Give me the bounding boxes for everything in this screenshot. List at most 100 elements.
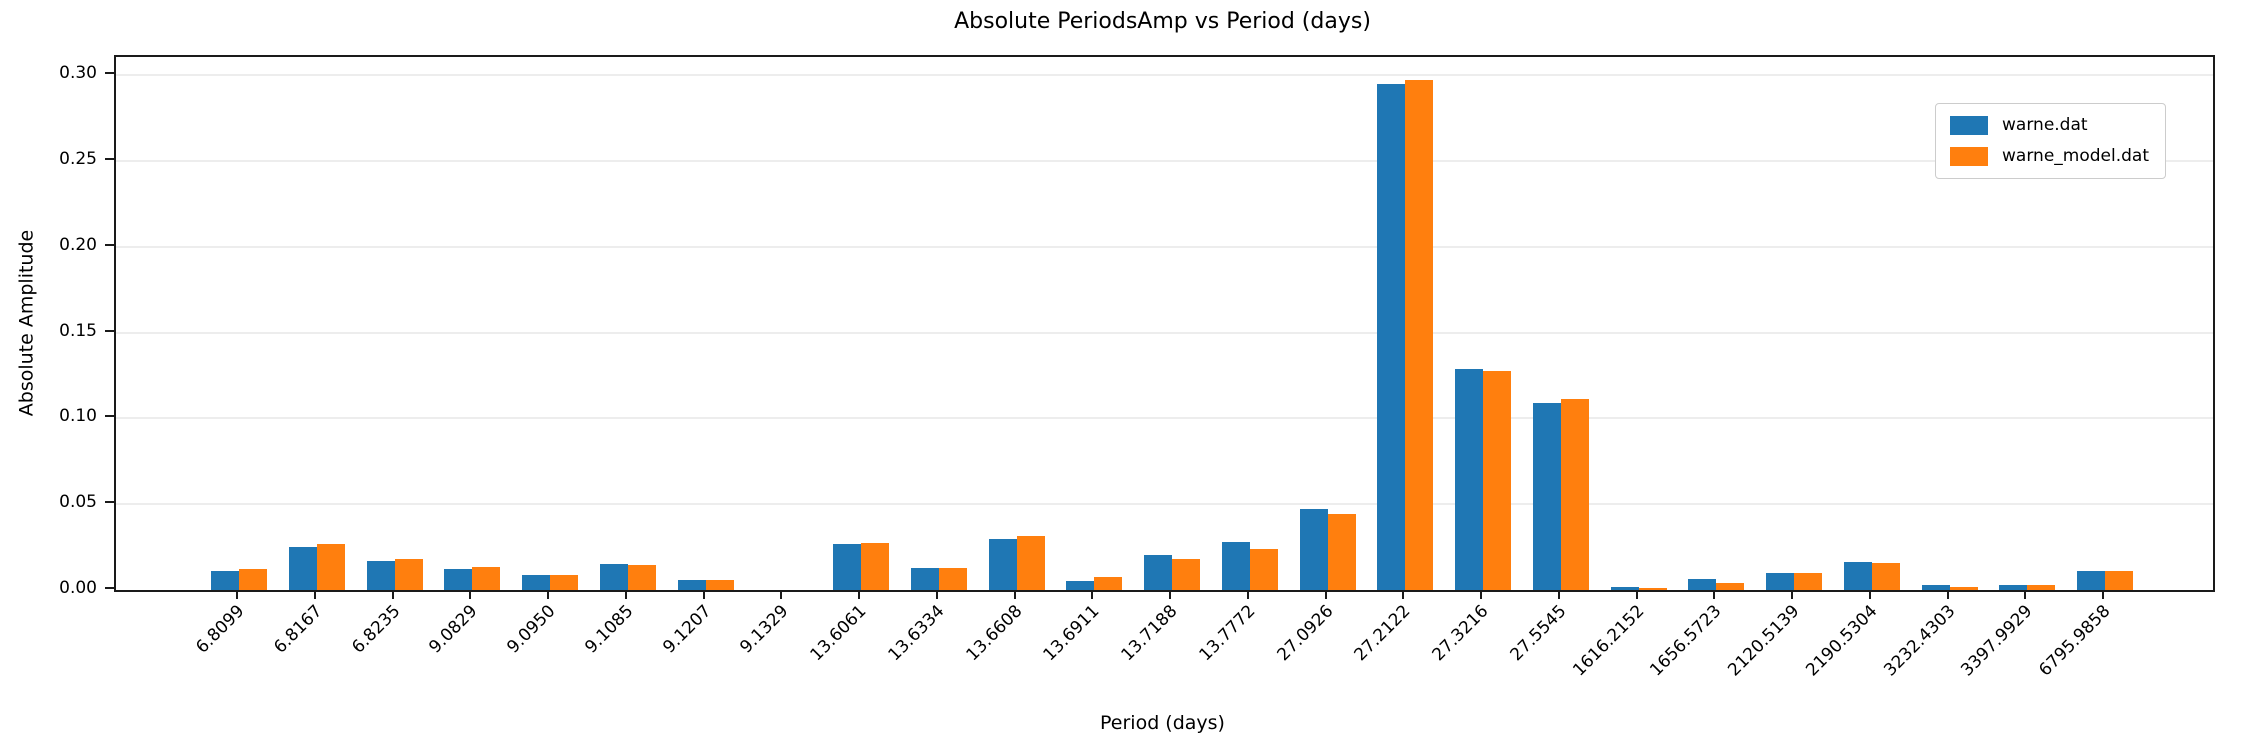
bar-warne_model.dat-13.7188 — [1172, 559, 1200, 590]
bar-warne.dat-9.0950 — [522, 575, 550, 590]
bar-warne_model.dat-9.0950 — [550, 575, 578, 590]
bar-warne_model.dat-13.6061 — [861, 543, 889, 590]
bar-warne_model.dat-27.3216 — [1483, 371, 1511, 590]
bar-warne_model.dat-3232.4303 — [1949, 587, 1978, 590]
bar-warne.dat-13.6608 — [988, 539, 1017, 590]
x-tick-mark — [1868, 590, 1871, 599]
x-tick-mark — [1480, 590, 1482, 599]
bar-warne_model.dat-13.6608 — [1016, 536, 1045, 590]
x-tick-mark — [858, 590, 860, 599]
y-tick-label: 0.25 — [59, 148, 97, 169]
x-tick-mark — [1324, 590, 1327, 599]
bar-warne.dat-13.7772 — [1221, 542, 1250, 590]
bar-warne.dat-6.8235 — [366, 561, 395, 590]
x-tick-mark — [1091, 590, 1094, 599]
x-tick-mark — [391, 590, 394, 599]
y-tick-mark — [105, 329, 114, 332]
x-tick-mark — [1402, 590, 1405, 599]
y-tick-mark — [105, 157, 114, 160]
x-tick-mark — [2102, 590, 2104, 599]
x-tick-mark — [935, 590, 938, 599]
x-tick-mark — [469, 590, 472, 599]
x-tick-mark — [1713, 590, 1716, 599]
bar-warne_model.dat-2120.5139 — [1794, 573, 1822, 590]
bar-warne.dat-1616.2152 — [1610, 587, 1639, 590]
y-tick-label: 0.15 — [59, 320, 97, 341]
bar-warne_model.dat-1656.5723 — [1716, 583, 1745, 590]
bar-warne.dat-13.6334 — [910, 568, 939, 590]
bar-warne_model.dat-6.8099 — [239, 569, 267, 590]
legend-swatch-icon — [1950, 116, 1989, 135]
y-tick-label: 0.30 — [59, 63, 97, 84]
bar-warne.dat-6.8099 — [211, 571, 239, 590]
bar-warne_model.dat-9.1207 — [705, 580, 734, 590]
bar-warne_model.dat-2190.5304 — [1871, 563, 1900, 590]
x-tick-mark — [624, 590, 627, 599]
bar-warne.dat-27.2122 — [1377, 84, 1406, 590]
bar-warne_model.dat-9.1085 — [627, 565, 656, 590]
legend-label: warne_model.dat — [2002, 146, 2149, 166]
gridline — [116, 417, 2213, 420]
gridline — [116, 331, 2213, 334]
x-tick-mark — [1557, 590, 1560, 599]
bar-warne.dat-2190.5304 — [1843, 562, 1872, 590]
x-tick-mark — [1246, 590, 1249, 599]
bar-warne_model.dat-6.8167 — [316, 544, 345, 590]
bar-warne.dat-9.1085 — [599, 564, 628, 590]
chart-title: Absolute PeriodsAmp vs Period (days) — [954, 9, 1371, 34]
x-tick-mark — [2024, 590, 2027, 599]
legend-item: warne.dat — [1950, 115, 2149, 136]
x-tick-mark — [780, 590, 783, 599]
bar-warne_model.dat-1616.2152 — [1638, 588, 1667, 590]
gridline — [116, 245, 2213, 248]
x-tick-mark — [1013, 590, 1016, 599]
x-tick-mark — [236, 590, 238, 599]
x-axis-label: Period (days) — [1100, 712, 1225, 734]
x-tick-mark — [1635, 590, 1638, 599]
y-tick-label: 0.10 — [59, 406, 97, 427]
bar-warne.dat-2120.5139 — [1766, 573, 1794, 590]
bar-warne.dat-27.5545 — [1532, 403, 1561, 590]
bar-warne.dat-27.3216 — [1455, 369, 1483, 590]
x-tick-mark — [547, 590, 549, 599]
y-tick-mark — [105, 587, 114, 589]
bar-warne_model.dat-13.6911 — [1094, 577, 1123, 590]
bar-warne.dat-27.0926 — [1299, 509, 1328, 590]
y-tick-mark — [105, 72, 114, 75]
x-tick-mark — [1791, 590, 1793, 599]
bar-warne.dat-3232.4303 — [1921, 585, 1950, 590]
y-tick-mark — [105, 501, 114, 504]
bar-warne_model.dat-27.2122 — [1405, 80, 1434, 590]
gridline — [116, 74, 2213, 77]
bar-warne_model.dat-9.0829 — [472, 567, 501, 590]
legend: warne.dat warne_model.dat — [1935, 103, 2166, 179]
legend-swatch-icon — [1950, 147, 1989, 166]
bar-warne_model.dat-27.0926 — [1327, 514, 1356, 590]
bar-warne.dat-13.7188 — [1144, 555, 1172, 590]
x-tick-mark — [702, 590, 705, 599]
x-tick-mark — [1946, 590, 1949, 599]
y-tick-label: 0.05 — [59, 492, 97, 513]
bar-warne.dat-3397.9929 — [1999, 585, 2028, 590]
bar-warne_model.dat-27.5545 — [1560, 399, 1589, 590]
bar-warne_model.dat-6.8235 — [394, 559, 423, 590]
y-tick-label: 0.00 — [59, 578, 97, 598]
bar-warne.dat-6.8167 — [288, 547, 317, 590]
bar-warne_model.dat-6795.9858 — [2105, 571, 2133, 590]
bar-warne.dat-13.6911 — [1066, 581, 1095, 590]
gridline — [116, 503, 2213, 506]
bar-warne_model.dat-13.6334 — [938, 568, 967, 590]
bar-warne.dat-9.1207 — [677, 580, 706, 590]
y-tick-mark — [105, 415, 114, 418]
bar-warne.dat-13.6061 — [833, 544, 861, 590]
bar-warne_model.dat-13.7772 — [1249, 549, 1278, 590]
gridline — [116, 159, 2213, 162]
y-tick-label: 0.20 — [59, 234, 97, 255]
bar-warne.dat-1656.5723 — [1688, 579, 1717, 590]
x-tick-mark — [313, 590, 316, 599]
legend-item: warne_model.dat — [1950, 146, 2149, 167]
bar-warne.dat-6795.9858 — [2077, 571, 2105, 590]
plot-area: warne.dat warne_model.dat — [114, 55, 2215, 592]
legend-label: warne.dat — [2002, 115, 2088, 135]
